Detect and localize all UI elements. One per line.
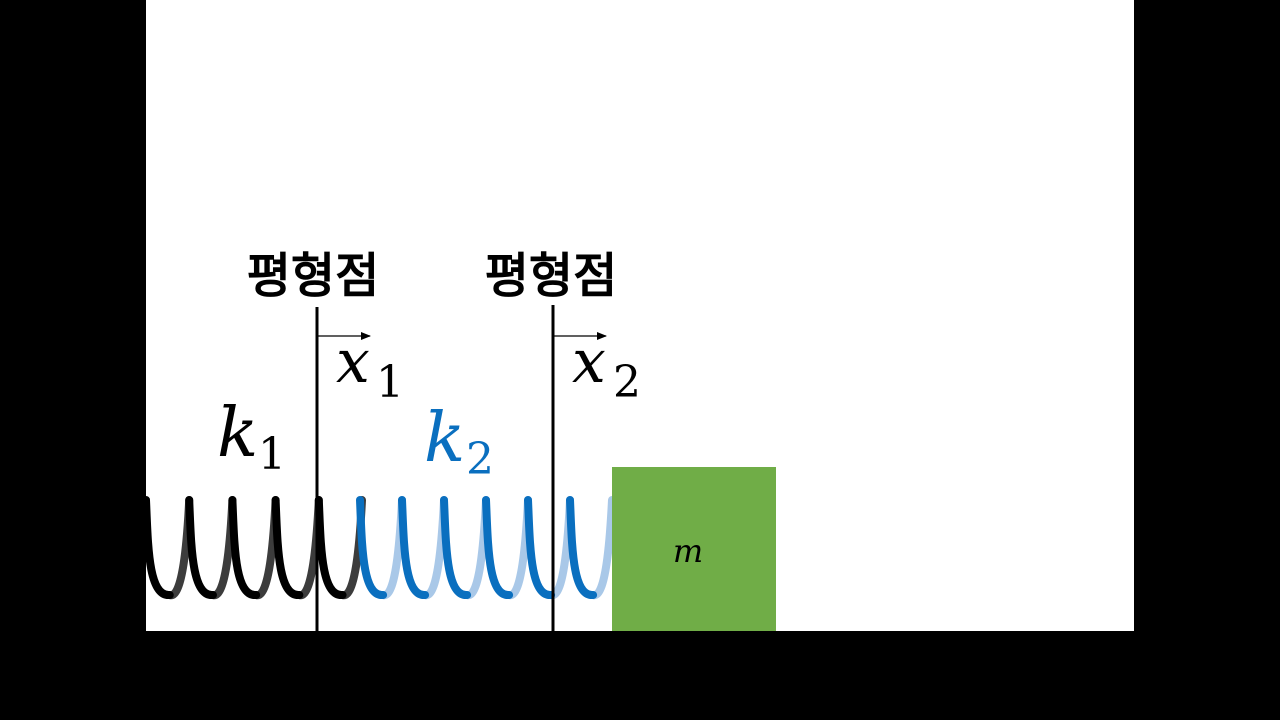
spring-k1-coil-front-strand — [271, 496, 304, 599]
spring-k2-coil-front-strand — [440, 496, 472, 599]
spring-k2 — [356, 496, 616, 599]
displacement-symbol-2: x — [572, 327, 606, 397]
equilibrium-label-2: 평형점 — [485, 248, 617, 304]
spring-symbol-k2: k — [424, 399, 465, 478]
mass-label: m — [673, 532, 703, 570]
spring-k2-coil-front-strand — [566, 496, 598, 599]
displacement-label-1: x 1 — [336, 327, 404, 408]
spring-k2-coil-front-strand — [482, 496, 514, 599]
spring-subscript-k2: 2 — [466, 434, 494, 485]
spring-symbol-k1: k — [217, 394, 258, 473]
displacement-symbol-1: x — [336, 327, 370, 397]
equilibrium-label-1: 평형점 — [247, 248, 379, 304]
displacement-label-2: x 2 — [572, 327, 641, 408]
displacement-subscript-1: 1 — [376, 357, 404, 408]
spring-subscript-k1: 1 — [258, 429, 286, 480]
spring-label-k2: k 2 — [424, 399, 494, 485]
mass-block — [612, 467, 776, 631]
spring-k2-coil-front-strand — [398, 496, 430, 599]
spring-k2-coil-front-strand — [356, 496, 388, 599]
spring-k1-coil-front-strand — [314, 496, 347, 599]
displacement-subscript-2: 2 — [613, 357, 641, 408]
spring-k2-coil-front-strand — [524, 496, 556, 599]
spring-k1 — [142, 496, 366, 599]
spring-label-k1: k 1 — [217, 394, 286, 480]
spring-k1-coil-front-strand — [142, 496, 174, 599]
spring-k1-coil-front-strand — [228, 496, 261, 599]
spring-k1-coil-front-strand — [185, 496, 217, 599]
